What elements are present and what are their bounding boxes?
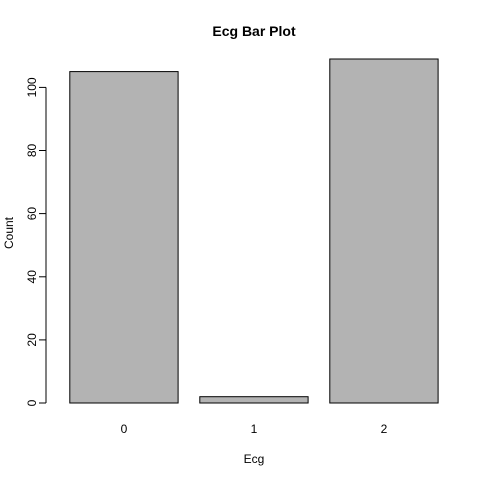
x-tick-label: 2 <box>381 422 388 436</box>
chart-title: Ecg Bar Plot <box>212 23 296 39</box>
y-axis: 0 20 40 60 80 100 <box>25 77 47 406</box>
bar-0 <box>69 71 179 404</box>
bar-1 <box>199 396 309 404</box>
y-tick-label: 0 <box>25 399 39 406</box>
y-tick-label: 60 <box>25 207 39 221</box>
y-axis-label: Count <box>2 216 16 249</box>
x-tick-labels: 0 1 2 <box>121 422 388 436</box>
y-tick-label: 80 <box>25 144 39 158</box>
y-tick-label: 100 <box>25 77 39 97</box>
y-tick-label: 40 <box>25 270 39 284</box>
y-tick-label: 20 <box>25 333 39 347</box>
bars-group <box>69 58 439 404</box>
x-tick-label: 0 <box>121 422 128 436</box>
bar-2 <box>329 58 439 404</box>
x-axis-label: Ecg <box>244 452 265 466</box>
x-tick-label: 1 <box>251 422 258 436</box>
